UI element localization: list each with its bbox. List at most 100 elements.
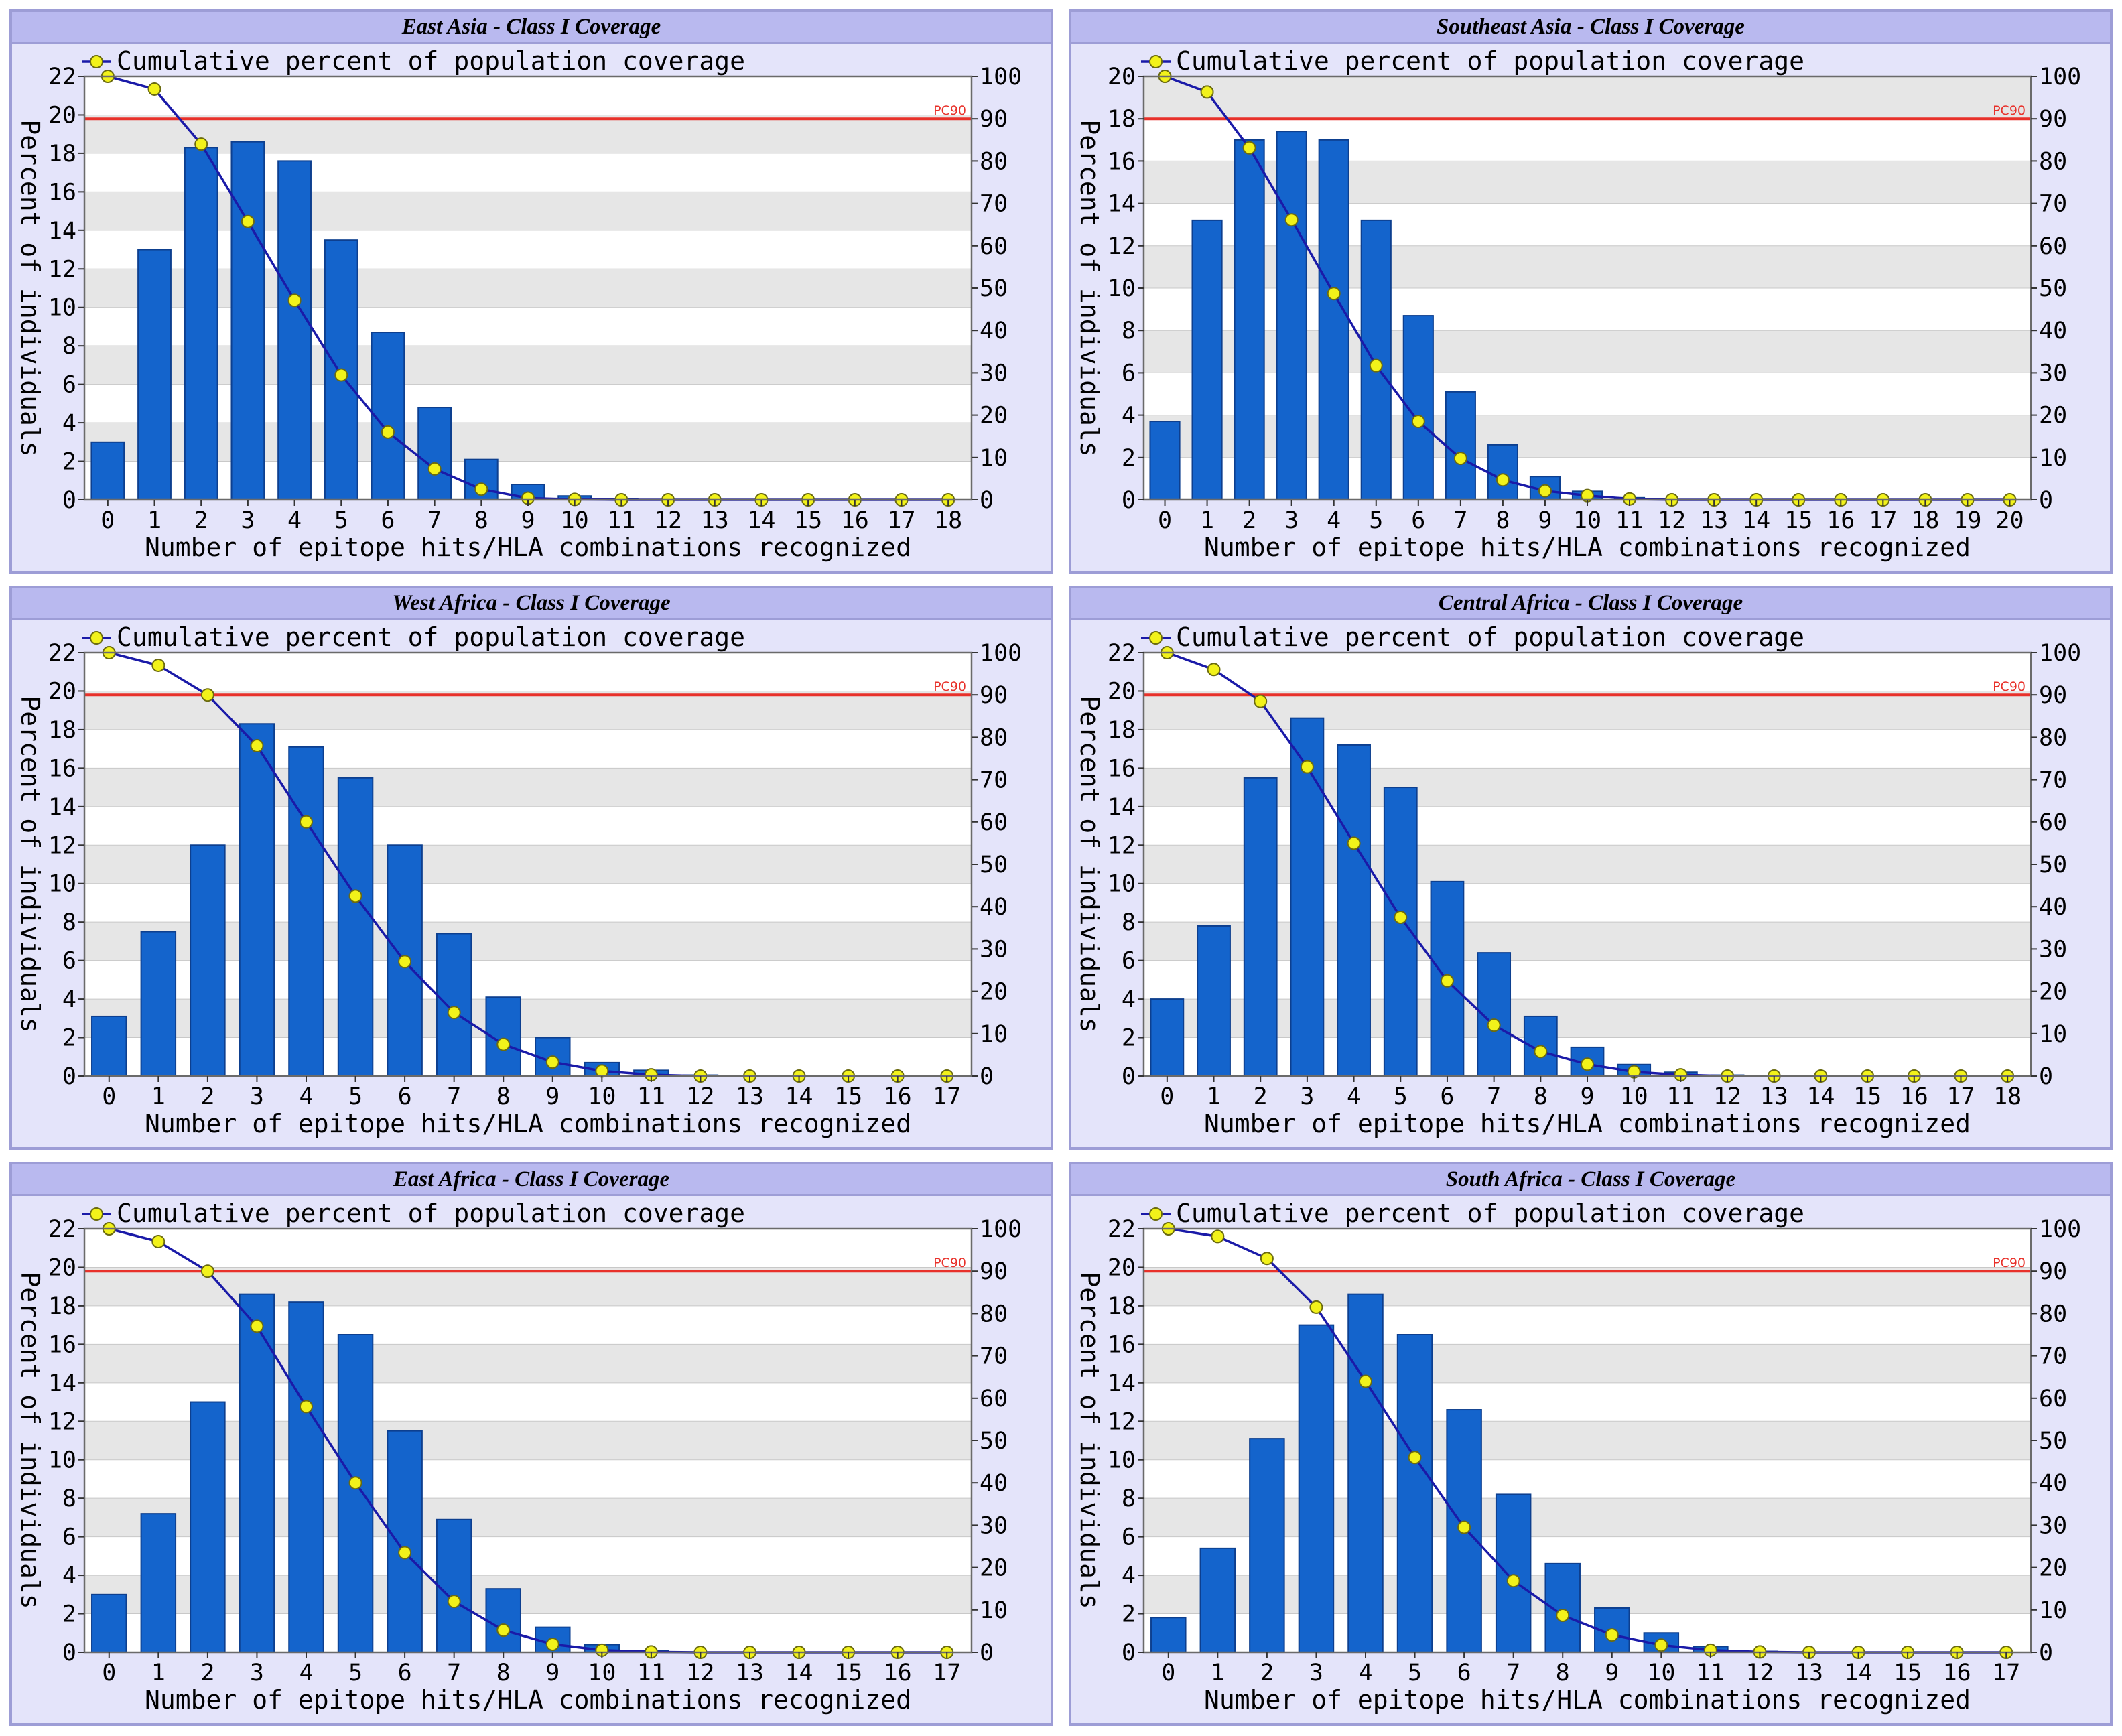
- x-tick-label: 2: [194, 507, 208, 534]
- cumulative-point: [1369, 358, 1383, 373]
- x-tick-label: 5: [348, 1083, 362, 1110]
- x-tick-label: 4: [1358, 1660, 1372, 1686]
- x-axis-label: Number of epitope hits/HLA combinations …: [1204, 1109, 1971, 1138]
- y-tick-label: 0: [62, 487, 76, 514]
- x-tick-label: 2: [200, 1083, 214, 1110]
- x-tick-label: 16: [1900, 1083, 1928, 1110]
- bar: [90, 441, 125, 500]
- x-tick-label: 13: [1700, 507, 1728, 534]
- y-tick-label: 14: [48, 794, 76, 821]
- cumulative-point: [1211, 1229, 1225, 1244]
- cumulative-point: [1605, 1628, 1619, 1642]
- x-tick-label: 14: [785, 1083, 813, 1110]
- x-tick-label: 12: [686, 1660, 714, 1686]
- x-tick-label: 4: [1327, 507, 1341, 534]
- x-tick-label: 17: [887, 507, 915, 534]
- bar: [417, 407, 452, 500]
- legend-label: Cumulative percent of population coverag…: [1176, 46, 1804, 76]
- y2-tick-label: 10: [2039, 1597, 2067, 1624]
- cumulative-point: [1260, 1252, 1274, 1266]
- chart-title: West Africa - Class I Coverage: [12, 588, 1051, 620]
- x-tick-label: 9: [1538, 507, 1552, 534]
- x-axis-label: Number of epitope hits/HLA combinations …: [145, 1685, 911, 1715]
- chart-svg: PC90024681012141618202201020304050607080…: [1075, 1199, 2081, 1715]
- cumulative-point: [1556, 1609, 1570, 1623]
- x-tick-label: 12: [1713, 1083, 1741, 1110]
- cumulative-point: [1359, 1374, 1372, 1388]
- bar: [436, 1518, 472, 1653]
- x-tick-label: 9: [545, 1660, 559, 1686]
- bar: [1445, 391, 1476, 501]
- bar: [1150, 1617, 1187, 1653]
- chart-title: Central Africa - Class I Coverage: [1071, 588, 2110, 620]
- y-tick-label: 2: [1122, 445, 1136, 472]
- cumulative-point: [545, 1637, 559, 1651]
- y2-tick-label: 40: [2039, 894, 2067, 921]
- chart-svg: PC90024681012141618202201020304050607080…: [15, 1199, 1022, 1715]
- y-tick-label: 2: [62, 449, 76, 476]
- x-tick-label: 3: [1284, 507, 1299, 534]
- y-tick-label: 8: [62, 909, 76, 936]
- y2-tick-label: 50: [2039, 852, 2067, 878]
- y2-tick-label: 70: [980, 767, 1008, 794]
- bar: [436, 933, 472, 1077]
- chart-svg: PC90024681012141618202201020304050607080…: [1075, 622, 2081, 1138]
- y2-tick-label: 90: [2039, 106, 2067, 133]
- x-tick-label: 2: [200, 1660, 214, 1686]
- y2-tick-label: 100: [2039, 1216, 2081, 1243]
- x-tick-label: 17: [1946, 1083, 1975, 1110]
- x-tick-label: 9: [521, 507, 535, 534]
- x-tick-label: 4: [287, 507, 302, 534]
- x-tick-label: 10: [1647, 1660, 1675, 1686]
- x-tick-label: 10: [561, 507, 589, 534]
- x-tick-label: 8: [1556, 1660, 1570, 1686]
- x-tick-label: 16: [1943, 1660, 1971, 1686]
- x-tick-label: 16: [841, 507, 869, 534]
- y2-tick-label: 80: [2039, 1300, 2067, 1327]
- cumulative-point: [474, 482, 488, 496]
- y2-tick-label: 30: [2039, 1512, 2067, 1539]
- y2-tick-label: 60: [980, 1386, 1008, 1412]
- cumulative-point: [1394, 911, 1408, 924]
- x-tick-label: 5: [1408, 1660, 1422, 1686]
- y2-tick-label: 40: [980, 1470, 1008, 1497]
- x-tick-label: 0: [102, 1660, 116, 1686]
- bar: [230, 141, 265, 500]
- x-tick-label: 15: [794, 507, 822, 534]
- y-tick-label: 12: [1108, 832, 1136, 859]
- bar: [1199, 1547, 1236, 1654]
- y-tick-label: 6: [1122, 360, 1136, 387]
- y2-tick-label: 70: [980, 191, 1008, 218]
- bar: [1197, 925, 1231, 1077]
- cumulative-point: [1453, 452, 1467, 466]
- y2-tick-label: 80: [980, 1300, 1008, 1327]
- legend-marker: [1149, 1207, 1163, 1221]
- y2-tick-label: 100: [980, 64, 1022, 90]
- y-tick-label: 4: [1122, 986, 1136, 1013]
- x-tick-label: 13: [701, 507, 729, 534]
- x-tick-label: 3: [241, 507, 255, 534]
- bar: [140, 931, 177, 1077]
- y2-tick-label: 40: [980, 318, 1008, 344]
- y-tick-label: 22: [48, 1216, 76, 1243]
- chart-svg: PC90024681012141618200102030405060708090…: [1075, 46, 2081, 562]
- y2-tick-label: 30: [2039, 360, 2067, 387]
- x-tick-label: 8: [496, 1083, 511, 1110]
- y-tick-label: 6: [1122, 948, 1136, 975]
- grid-band: [1144, 1498, 2031, 1537]
- y-tick-label: 18: [1108, 106, 1136, 133]
- x-tick-label: 15: [1894, 1660, 1922, 1686]
- y2-tick-label: 60: [2039, 809, 2067, 836]
- cumulative-point: [1440, 974, 1454, 988]
- cumulative-point: [1254, 694, 1268, 708]
- y2-tick-label: 40: [2039, 1470, 2067, 1497]
- y2-tick-label: 50: [980, 1428, 1008, 1455]
- bar: [1150, 998, 1185, 1077]
- x-tick-label: 15: [1853, 1083, 1881, 1110]
- legend-marker: [90, 55, 103, 68]
- cumulative-point: [147, 82, 161, 96]
- bar: [184, 147, 218, 501]
- chart-svg: PC90024681012141618202201020304050607080…: [15, 46, 1022, 562]
- y2-tick-label: 90: [980, 106, 1008, 133]
- bar: [288, 1301, 324, 1653]
